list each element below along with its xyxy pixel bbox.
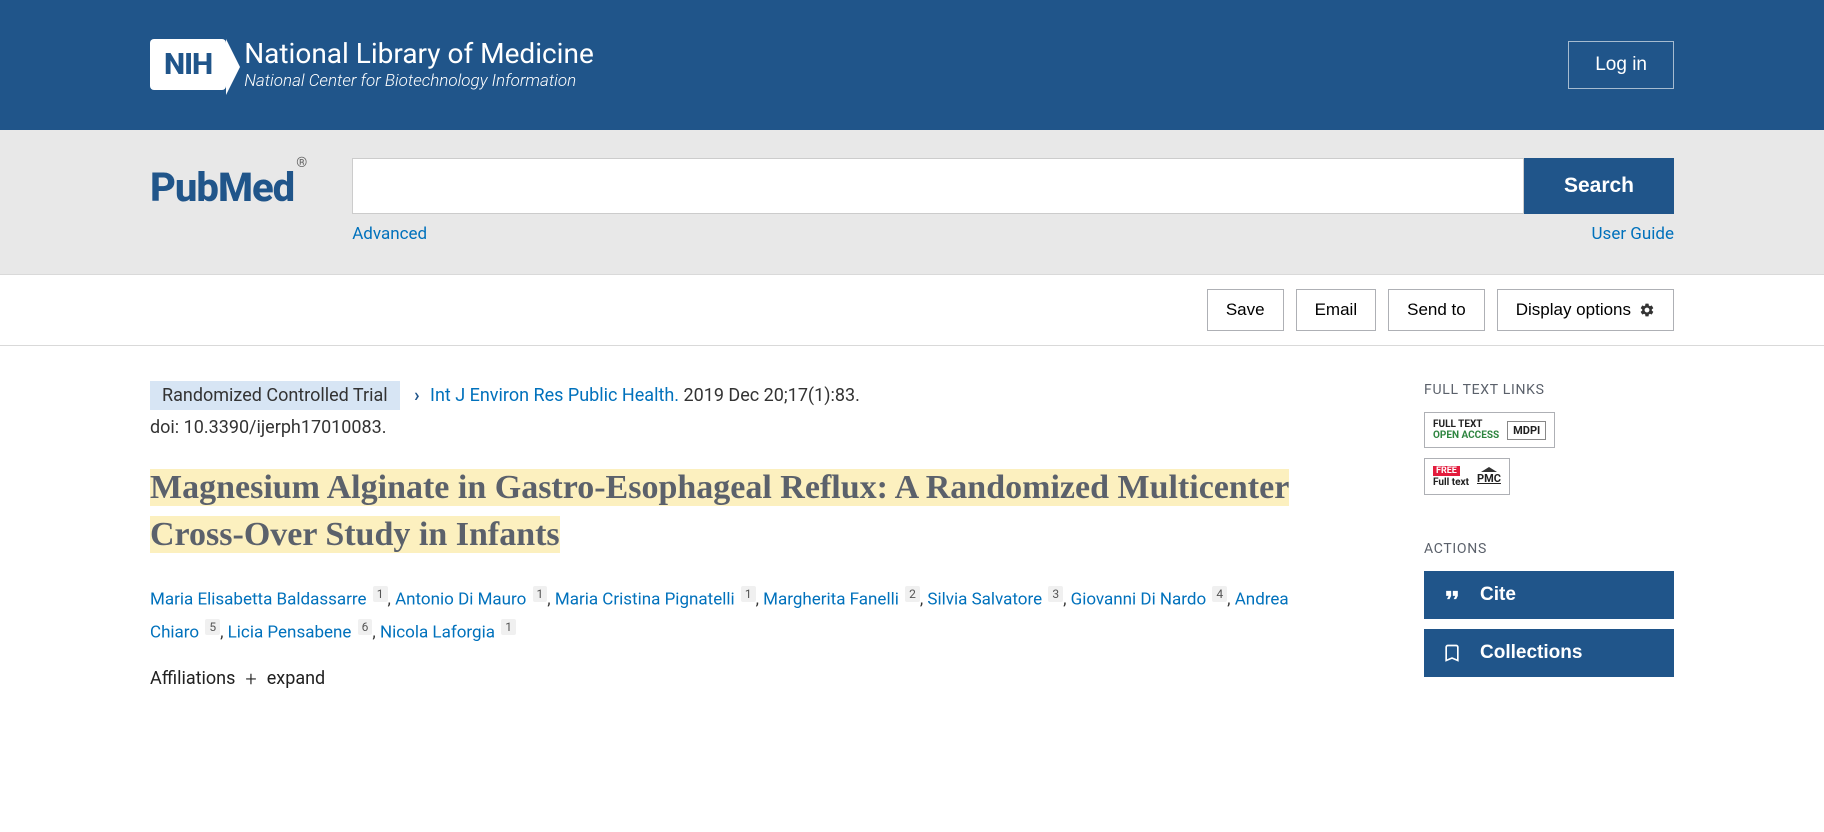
pubmed-logo[interactable]: PubMed® bbox=[150, 164, 318, 211]
gear-icon bbox=[1639, 302, 1655, 318]
doi-line: doi: 10.3390/ijerph17010083. bbox=[150, 417, 1364, 438]
article-title-highlight: Magnesium Alginate in Gastro-Esophageal … bbox=[150, 469, 1289, 554]
user-guide-link[interactable]: User Guide bbox=[1592, 224, 1674, 244]
actions-block: ACTIONS Cite Collections bbox=[1424, 541, 1674, 677]
author-link[interactable]: Silvia Salvatore bbox=[927, 590, 1042, 610]
affiliations-row[interactable]: Affiliations + expand bbox=[150, 667, 1364, 691]
full-text-links-heading: FULL TEXT LINKS bbox=[1424, 382, 1674, 398]
plus-icon: + bbox=[245, 667, 256, 691]
send-to-button[interactable]: Send to bbox=[1388, 289, 1485, 331]
author-link[interactable]: Antonio Di Mauro bbox=[395, 590, 526, 610]
fulltext-pmc-publisher: PMC bbox=[1477, 472, 1501, 485]
fulltext-mdpi-line1: FULL TEXT bbox=[1433, 419, 1499, 430]
search-button[interactable]: Search bbox=[1524, 158, 1674, 214]
chevron-right-icon: › bbox=[414, 385, 419, 406]
search-section: PubMed® Search Advanced User Guide bbox=[0, 130, 1824, 275]
affiliations-label: Affiliations bbox=[150, 668, 235, 689]
expand-label: expand bbox=[267, 668, 325, 689]
author-link[interactable]: Licia Pensabene bbox=[228, 623, 352, 643]
author-affiliation-sup: 1 bbox=[741, 586, 756, 602]
main-column: Randomized Controlled Trial › Int J Envi… bbox=[150, 382, 1364, 701]
sidebar: FULL TEXT LINKS FULL TEXT OPEN ACCESS MD… bbox=[1424, 382, 1674, 701]
publication-type-badge[interactable]: Randomized Controlled Trial bbox=[150, 381, 400, 410]
author-link[interactable]: Maria Elisabetta Baldassarre bbox=[150, 590, 367, 610]
authors-list: Maria Elisabetta Baldassarre 1, Antonio … bbox=[150, 583, 1364, 649]
cite-label: Cite bbox=[1480, 584, 1516, 606]
author-affiliation-sup: 2 bbox=[905, 586, 920, 602]
display-options-label: Display options bbox=[1516, 300, 1631, 320]
pubmed-logo-pub: Pub bbox=[150, 164, 218, 211]
quote-icon bbox=[1442, 585, 1462, 605]
collections-label: Collections bbox=[1480, 642, 1582, 664]
save-button[interactable]: Save bbox=[1207, 289, 1284, 331]
author-affiliation-sup: 6 bbox=[358, 619, 373, 635]
advanced-link[interactable]: Advanced bbox=[352, 224, 427, 244]
nih-title: National Library of Medicine bbox=[244, 39, 594, 70]
meta-line: Randomized Controlled Trial › Int J Envi… bbox=[150, 382, 1364, 411]
author-affiliation-sup: 3 bbox=[1048, 586, 1063, 602]
fulltext-pmc-link[interactable]: FREE Full text PMC bbox=[1424, 458, 1510, 495]
actions-heading: ACTIONS bbox=[1424, 541, 1674, 557]
author-affiliation-sup: 1 bbox=[501, 619, 516, 635]
fulltext-mdpi-openaccess: OPEN ACCESS bbox=[1433, 430, 1499, 441]
pubmed-logo-med: Med bbox=[218, 164, 294, 211]
nih-text-block: National Library of Medicine National Ce… bbox=[244, 39, 594, 92]
cite-button[interactable]: Cite bbox=[1424, 571, 1674, 619]
article-title: Magnesium Alginate in Gastro-Esophageal … bbox=[150, 464, 1364, 559]
login-button[interactable]: Log in bbox=[1568, 41, 1674, 89]
fulltext-mdpi-link[interactable]: FULL TEXT OPEN ACCESS MDPI bbox=[1424, 412, 1555, 448]
action-bar: Save Email Send to Display options bbox=[0, 275, 1824, 346]
email-button[interactable]: Email bbox=[1296, 289, 1377, 331]
author-link[interactable]: Nicola Laforgia bbox=[380, 623, 495, 643]
display-options-button[interactable]: Display options bbox=[1497, 289, 1674, 331]
pubmed-logo-registered: ® bbox=[296, 155, 306, 171]
author-link[interactable]: Giovanni Di Nardo bbox=[1071, 590, 1207, 610]
nih-subtitle: National Center for Biotechnology Inform… bbox=[244, 71, 594, 91]
author-link[interactable]: Maria Cristina Pignatelli bbox=[555, 590, 735, 610]
fulltext-mdpi-publisher: MDPI bbox=[1507, 421, 1546, 440]
fulltext-pmc-line: Full text bbox=[1433, 477, 1469, 488]
nih-banner: NIH National Library of Medicine Nationa… bbox=[0, 0, 1824, 130]
collections-button[interactable]: Collections bbox=[1424, 629, 1674, 677]
search-input[interactable] bbox=[352, 158, 1524, 214]
content-area: Randomized Controlled Trial › Int J Envi… bbox=[0, 346, 1824, 701]
fulltext-pmc-labels: FREE Full text bbox=[1433, 465, 1469, 488]
fulltext-mdpi-labels: FULL TEXT OPEN ACCESS bbox=[1433, 419, 1499, 441]
nih-brand[interactable]: NIH National Library of Medicine Nationa… bbox=[150, 39, 594, 92]
publication-date-text: 2019 Dec 20;17(1):83. bbox=[683, 385, 859, 406]
fulltext-pmc-free-badge: FREE bbox=[1433, 466, 1460, 476]
fulltext-pmc-publisher-wrap: PMC bbox=[1477, 467, 1501, 485]
nih-logo-badge: NIH bbox=[150, 39, 226, 90]
author-link[interactable]: Margherita Fanelli bbox=[763, 590, 899, 610]
author-affiliation-sup: 5 bbox=[205, 619, 220, 635]
author-affiliation-sup: 1 bbox=[373, 586, 388, 602]
author-affiliation-sup: 1 bbox=[533, 586, 548, 602]
journal-link[interactable]: Int J Environ Res Public Health. bbox=[430, 385, 679, 406]
bookmark-icon bbox=[1442, 643, 1462, 663]
author-affiliation-sup: 4 bbox=[1212, 586, 1227, 602]
